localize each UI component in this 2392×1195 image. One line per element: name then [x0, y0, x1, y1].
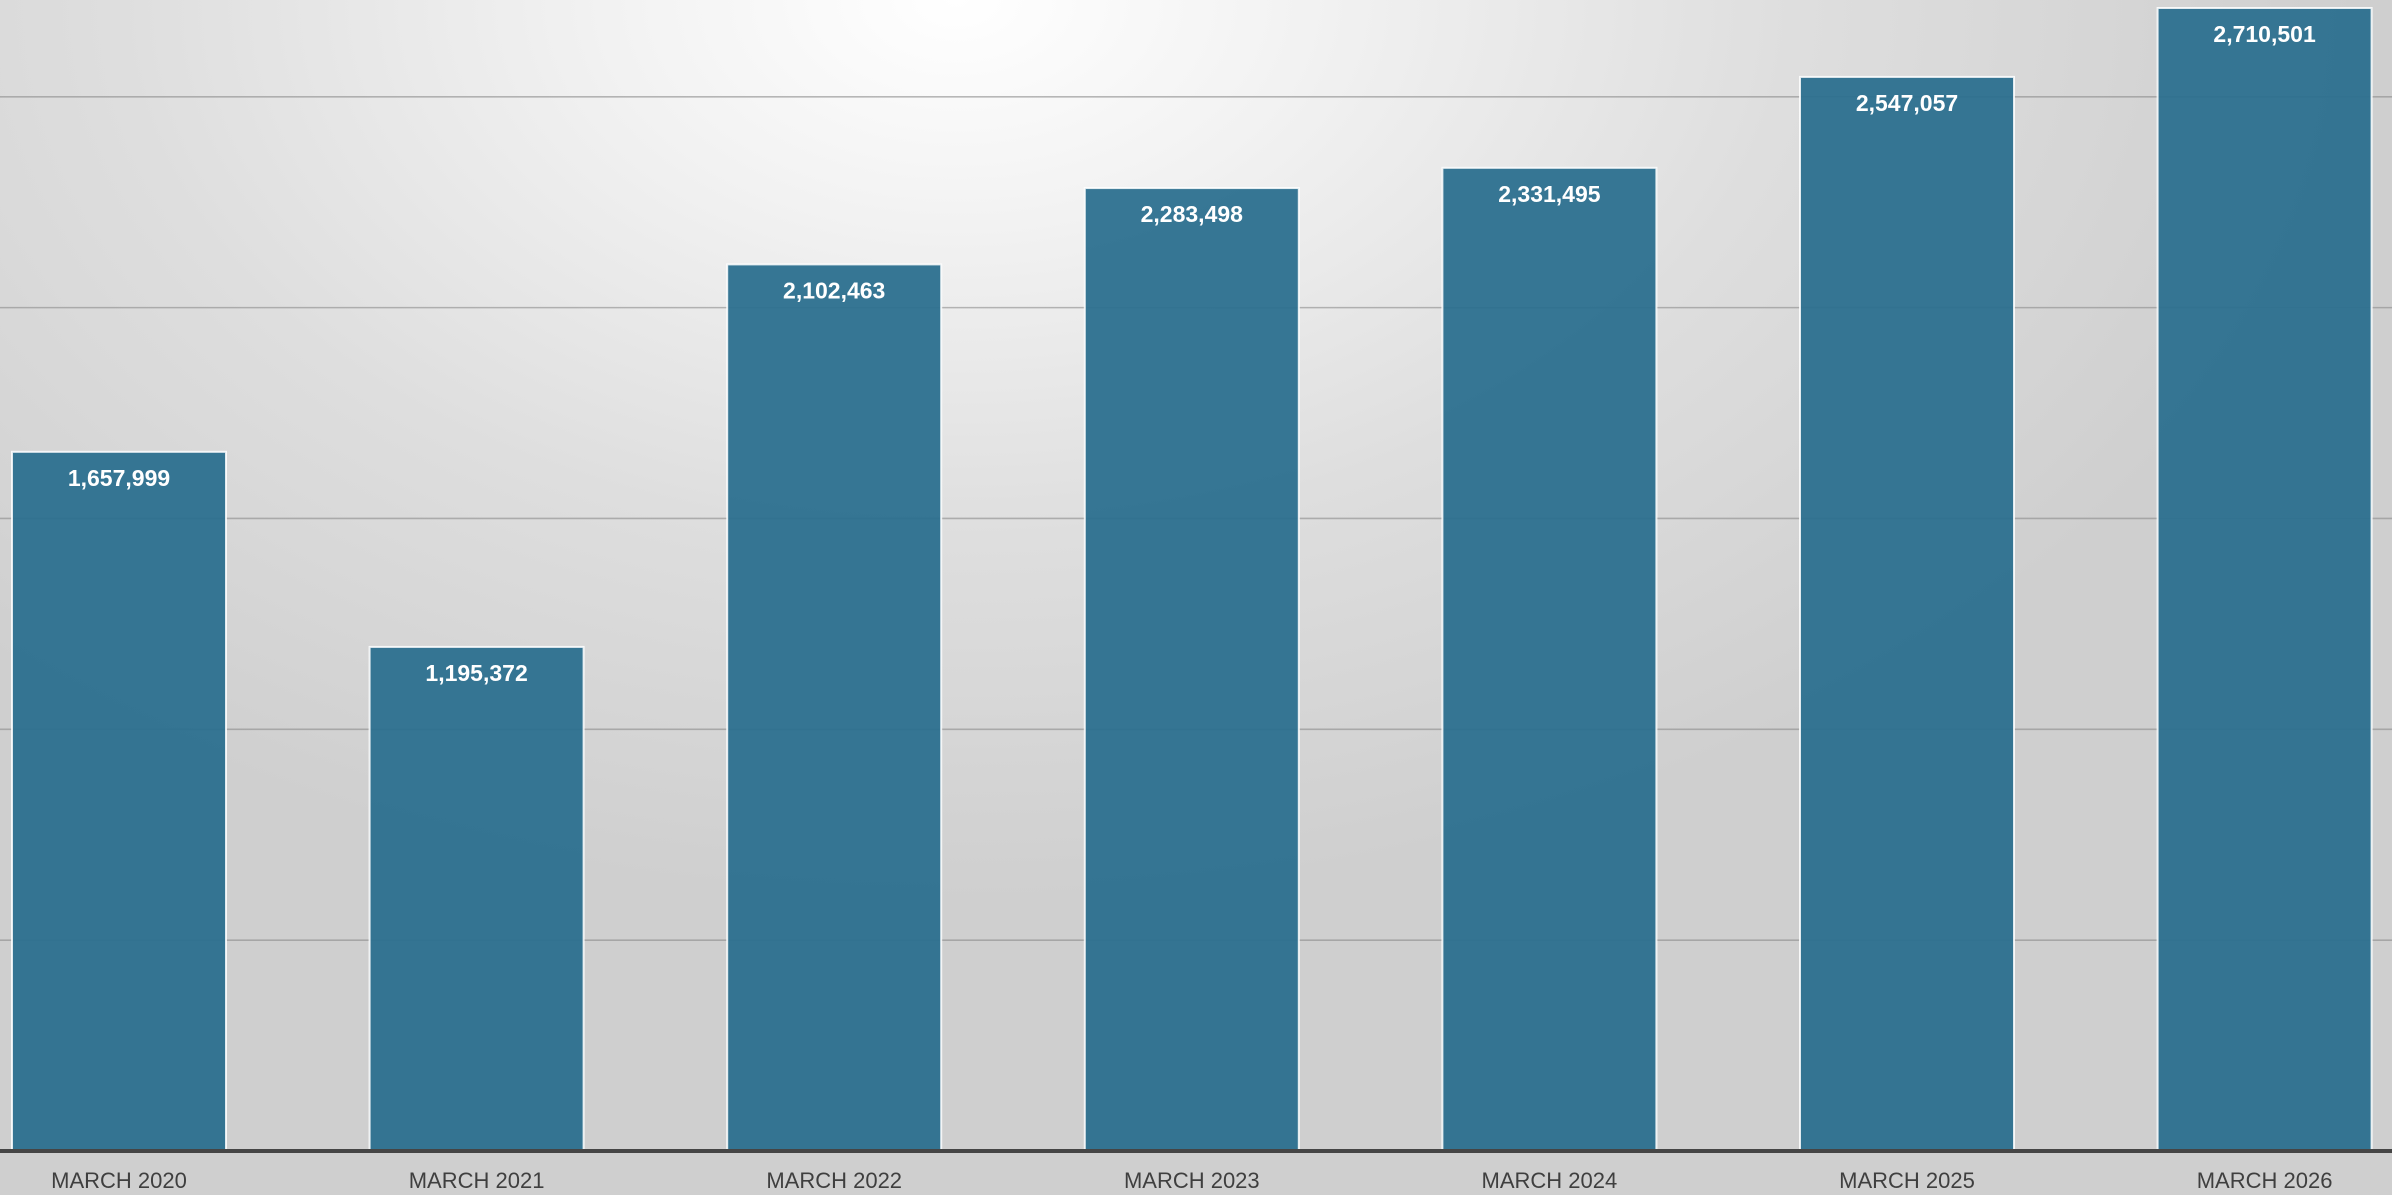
data-label: 2,283,498 [1141, 201, 1244, 227]
data-labels: 1,657,999 1,195,372 2,102,463 2,283,498 2,33… [68, 21, 2316, 686]
data-label: 2,710,501 [2213, 21, 2316, 47]
x-tick-label: MARCH 2020 [51, 1168, 187, 1193]
x-tick-labels: MARCH 2020 MARCH 2021 MARCH 2022 MARCH 2023… [51, 1168, 2332, 1193]
x-tick-label: MARCH 2024 [1482, 1168, 1618, 1193]
data-label: 2,331,495 [1498, 181, 1601, 207]
bar [1083, 187, 1300, 1153]
bar [11, 450, 227, 1152]
bars [11, 7, 2373, 1153]
data-label: 2,547,057 [1856, 90, 1958, 116]
bar [1799, 75, 2015, 1153]
x-tick-label: MARCH 2025 [1839, 1168, 1975, 1193]
bar [1441, 166, 1658, 1152]
x-tick-label: MARCH 2022 [766, 1168, 902, 1193]
bar [2156, 7, 2373, 1152]
data-label: 1,195,372 [425, 660, 527, 686]
bar [368, 645, 585, 1152]
x-tick-label: MARCH 2021 [409, 1168, 545, 1193]
data-label: 1,657,999 [68, 465, 170, 491]
x-tick-label: MARCH 2023 [1124, 1168, 1260, 1193]
x-tick-label: MARCH 2026 [2197, 1168, 2333, 1193]
bar [726, 263, 943, 1152]
data-label: 2,102,463 [783, 277, 885, 303]
